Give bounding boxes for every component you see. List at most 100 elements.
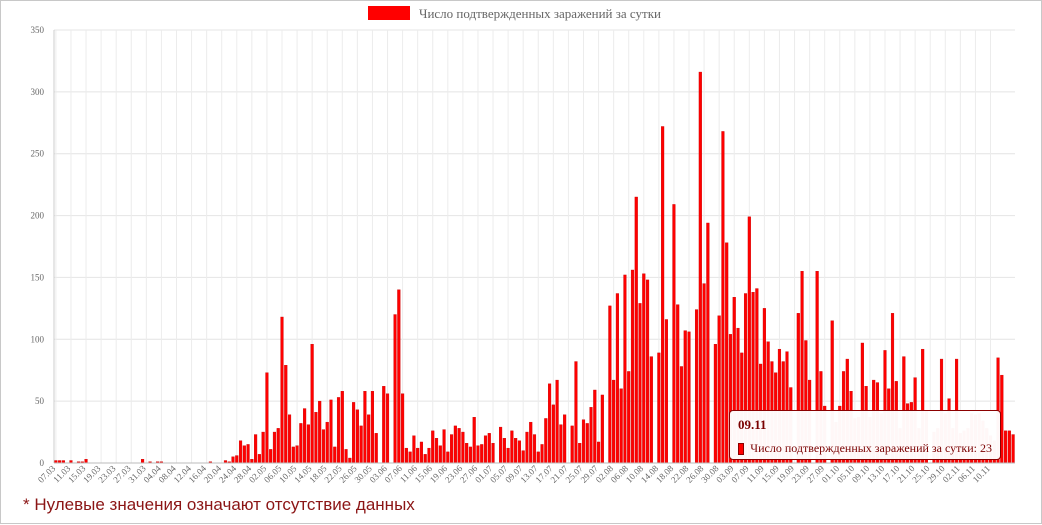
bar[interactable] [702, 283, 706, 464]
bar[interactable] [254, 434, 258, 464]
bar[interactable] [446, 451, 450, 464]
bar[interactable] [450, 434, 454, 464]
bar[interactable] [461, 431, 465, 464]
bar[interactable] [348, 457, 352, 464]
bar[interactable] [442, 429, 446, 464]
bar[interactable] [434, 438, 439, 464]
bar[interactable] [698, 71, 702, 464]
bar[interactable] [529, 421, 533, 464]
legend-swatch[interactable] [368, 6, 410, 20]
bar[interactable] [574, 361, 578, 464]
bar[interactable] [318, 400, 322, 464]
bar[interactable] [608, 305, 612, 464]
bar[interactable] [299, 423, 303, 464]
bar[interactable] [638, 303, 642, 464]
bar[interactable] [483, 435, 488, 464]
bar[interactable] [291, 446, 295, 464]
bar[interactable] [321, 429, 326, 464]
bar[interactable] [578, 443, 582, 464]
bar[interactable] [630, 269, 635, 464]
bar[interactable] [352, 402, 356, 464]
bar[interactable] [310, 344, 314, 464]
bar[interactable] [340, 391, 344, 464]
bar[interactable] [725, 242, 729, 464]
bar[interactable] [642, 273, 646, 464]
bar[interactable] [235, 455, 239, 464]
bar[interactable] [536, 451, 540, 464]
bar[interactable] [559, 424, 563, 464]
bar[interactable] [619, 388, 623, 464]
bar[interactable] [649, 356, 653, 464]
bar[interactable] [287, 414, 292, 464]
bar[interactable] [615, 293, 619, 464]
bar[interactable] [1007, 430, 1011, 464]
bar[interactable] [540, 444, 544, 464]
bar[interactable] [472, 417, 476, 464]
bar[interactable] [382, 386, 386, 464]
bar[interactable] [385, 393, 390, 464]
bar[interactable] [280, 316, 284, 464]
bar[interactable] [480, 444, 484, 464]
bar[interactable] [525, 431, 529, 464]
bar[interactable] [548, 383, 552, 464]
bar[interactable] [408, 451, 412, 464]
bar[interactable] [600, 394, 604, 464]
bar[interactable] [453, 425, 457, 464]
bar[interactable] [510, 430, 514, 464]
bar[interactable] [597, 441, 601, 464]
bar[interactable] [585, 423, 589, 464]
bar[interactable] [465, 443, 469, 464]
bar[interactable] [687, 331, 691, 464]
bar[interactable] [544, 418, 548, 464]
bar[interactable] [612, 379, 616, 464]
bar[interactable] [491, 443, 495, 464]
bar[interactable] [717, 315, 721, 464]
bar[interactable] [721, 131, 725, 464]
bar[interactable] [563, 414, 567, 464]
bar[interactable] [672, 204, 676, 464]
bar[interactable] [295, 445, 299, 464]
bar[interactable] [231, 456, 235, 464]
bar[interactable] [363, 391, 367, 464]
bar[interactable] [370, 391, 374, 464]
bar[interactable] [306, 424, 310, 464]
bar[interactable] [623, 274, 627, 464]
bar[interactable] [570, 425, 574, 464]
legend[interactable]: Число подтвержденных заражений за сутки [368, 6, 661, 21]
bar[interactable] [676, 304, 680, 464]
bar[interactable] [367, 414, 371, 464]
bar[interactable] [141, 459, 145, 464]
bar[interactable] [242, 445, 246, 464]
bar[interactable] [476, 445, 480, 464]
bar[interactable] [589, 407, 593, 464]
bar[interactable] [412, 435, 416, 464]
bar[interactable] [713, 344, 717, 464]
bar[interactable] [499, 426, 503, 464]
bar[interactable] [438, 445, 442, 464]
bar[interactable] [646, 279, 650, 464]
bar[interactable] [427, 447, 431, 464]
bar[interactable] [506, 447, 510, 464]
bar[interactable] [269, 449, 273, 464]
bar[interactable] [303, 408, 307, 464]
bar[interactable] [706, 222, 710, 464]
bar[interactable] [272, 431, 277, 464]
bar[interactable] [84, 459, 88, 464]
bar[interactable] [1011, 434, 1015, 464]
bar[interactable] [679, 366, 684, 464]
bar[interactable] [355, 409, 359, 464]
bar[interactable] [468, 446, 472, 464]
bar[interactable] [333, 446, 337, 464]
bar[interactable] [261, 431, 265, 464]
bar[interactable] [532, 434, 537, 464]
bar[interactable] [502, 438, 506, 464]
bar[interactable] [634, 196, 638, 464]
bar[interactable] [419, 441, 423, 464]
bar[interactable] [374, 433, 378, 464]
bar[interactable] [457, 428, 461, 464]
bar[interactable] [664, 319, 668, 464]
bar[interactable] [555, 379, 559, 464]
bar[interactable] [551, 404, 555, 464]
bar[interactable] [404, 447, 408, 464]
bar[interactable] [694, 309, 699, 464]
